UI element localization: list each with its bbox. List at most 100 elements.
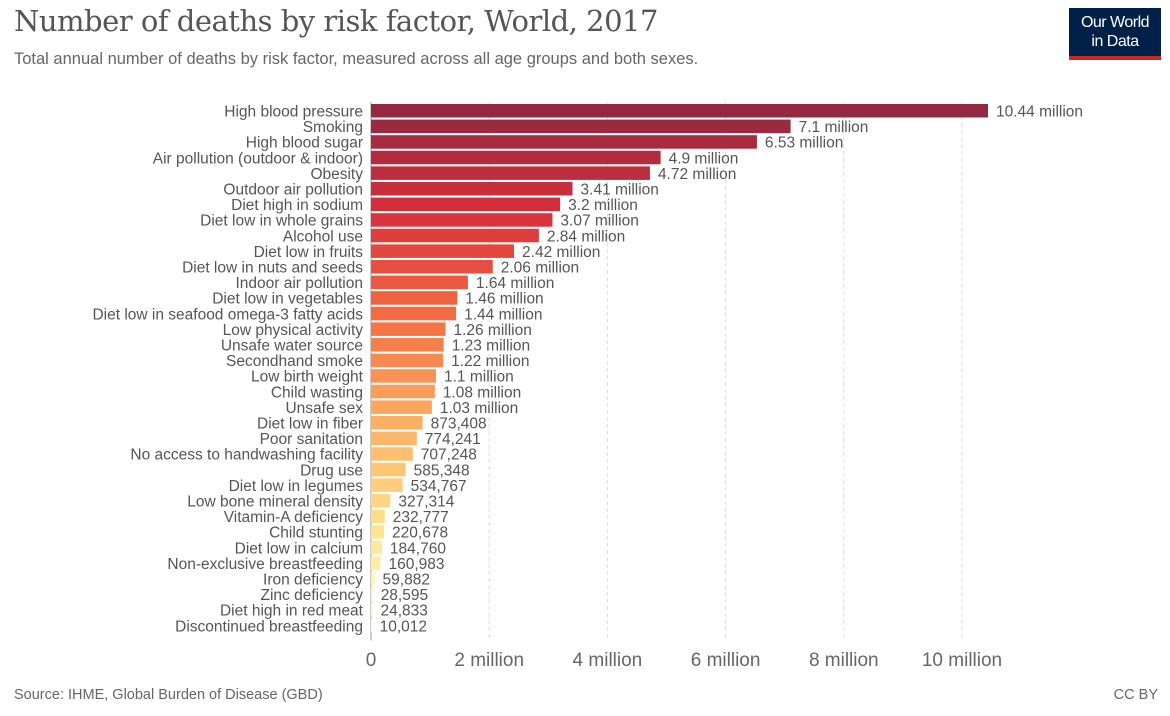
bar: [371, 556, 381, 570]
bar: [371, 150, 661, 165]
category-label: Low birth weight: [251, 369, 364, 386]
bar-row: Diet low in fruits 2.42 million: [254, 244, 601, 261]
source-note[interactable]: Source: IHME, Global Burden of Disease (…: [14, 687, 323, 703]
value-label: 24,833: [380, 603, 427, 620]
bar-row: Alcohol use 2.84 million: [283, 228, 625, 245]
category-label: Low physical activity: [223, 322, 364, 339]
bar: [371, 509, 385, 524]
bar-row: Diet low in whole grains 3.07 million: [200, 213, 639, 230]
license-link[interactable]: CC BY: [1113, 687, 1158, 703]
bar-row: Obesity 4.72 million: [310, 166, 736, 183]
bar: [371, 587, 373, 602]
bar: [371, 213, 553, 227]
value-label: 160,983: [389, 556, 445, 573]
logo-line-2: in Data: [1091, 33, 1139, 50]
bar-row: Diet low in legumes 534,767: [229, 478, 467, 495]
bar: [371, 447, 413, 461]
bar-row: High blood sugar 6.53 million: [246, 135, 844, 152]
bar-row: Non-exclusive breastfeeding 160,983: [167, 556, 444, 573]
logo-line-1: Our World: [1080, 14, 1150, 31]
category-label: Diet low in whole grains: [200, 213, 363, 230]
x-tick-label: 8 million: [809, 650, 879, 671]
chart-subtitle: Total annual number of deaths by risk fa…: [14, 50, 699, 68]
bar-row: High blood pressure 10.44 million: [224, 104, 1083, 121]
value-label: 2.42 million: [522, 244, 600, 261]
bar-row: Child wasting 1.08 million: [271, 384, 521, 401]
bar-row: Unsafe sex 1.03 million: [285, 400, 518, 417]
category-label: High blood sugar: [246, 135, 363, 152]
bar-row: Diet high in red meat 24,833: [220, 603, 428, 620]
value-label: 707,248: [421, 447, 477, 464]
bar: [371, 228, 539, 243]
bar: [371, 431, 417, 446]
value-label: 585,348: [414, 462, 470, 479]
bar-row: Child stunting 220,678: [269, 525, 448, 542]
category-label: Child wasting: [271, 384, 363, 401]
bar-row: Indoor air pollution 1.64 million: [235, 275, 554, 292]
value-label: 2.84 million: [547, 228, 625, 245]
value-label: 2.06 million: [501, 260, 579, 277]
value-label: 59,882: [383, 572, 430, 589]
bar-row: Iron deficiency 59,882: [263, 572, 430, 589]
bar: [371, 182, 573, 196]
category-label: Smoking: [303, 119, 363, 136]
category-label: Diet low in fiber: [257, 416, 363, 433]
bar-row: Low birth weight 1.1 million: [251, 369, 514, 386]
chart-title: Number of deaths by risk factor, World, …: [14, 4, 658, 38]
bar: [371, 540, 382, 555]
category-label: Alcohol use: [283, 228, 363, 245]
bar: [371, 291, 458, 305]
bar: [371, 322, 446, 336]
bar: [371, 306, 457, 321]
category-label: No access to handwashing facility: [130, 447, 363, 464]
bar: [371, 618, 372, 633]
value-label: 1.22 million: [451, 353, 529, 370]
bar-row: Diet low in nuts and seeds 2.06 million: [182, 260, 579, 277]
x-tick-label: 4 million: [573, 650, 643, 671]
category-label: Indoor air pollution: [235, 275, 363, 292]
bar: [371, 572, 375, 586]
value-label: 3.41 million: [581, 182, 659, 199]
bar-row: Low physical activity 1.26 million: [223, 322, 532, 339]
category-label: Secondhand smoke: [226, 353, 363, 370]
value-label: 4.72 million: [658, 166, 736, 183]
x-tick-label: 0: [366, 650, 377, 671]
category-label: Unsafe water source: [221, 338, 363, 355]
category-label: Diet low in vegetables: [212, 291, 363, 308]
category-label: Diet high in sodium: [231, 197, 363, 214]
category-label: Non-exclusive breastfeeding: [167, 556, 363, 573]
value-label: 28,595: [381, 587, 428, 604]
value-label: 1.44 million: [464, 306, 542, 323]
value-label: 1.26 million: [453, 322, 531, 339]
category-label: Diet low in calcium: [235, 540, 363, 557]
category-label: Child stunting: [269, 525, 363, 542]
bar: [371, 166, 650, 180]
value-label: 3.07 million: [560, 213, 638, 230]
x-tick-label: 6 million: [691, 650, 761, 671]
bar-row: Discontinued breastfeeding 10,012: [175, 618, 427, 635]
bar-row: Diet low in calcium 184,760: [235, 540, 447, 557]
category-label: Iron deficiency: [263, 572, 363, 589]
category-label: Air pollution (outdoor & indoor): [153, 150, 363, 167]
bar: [371, 462, 406, 477]
category-label: Diet low in fruits: [254, 244, 364, 261]
category-label: Diet low in seafood omega-3 fatty acids: [92, 306, 363, 323]
category-label: Zinc deficiency: [260, 587, 363, 604]
category-label: Obesity: [310, 166, 363, 183]
bar-row: Smoking 7.1 million: [303, 119, 869, 136]
bar-row: Diet low in seafood omega-3 fatty acids 1…: [92, 306, 542, 323]
bar-row: Diet low in vegetables 1.46 million: [212, 291, 543, 308]
value-label: 4.9 million: [669, 150, 739, 167]
value-label: 1.46 million: [465, 291, 543, 308]
value-label: 1.23 million: [452, 338, 530, 355]
value-label: 873,408: [431, 416, 487, 433]
value-label: 232,777: [393, 509, 449, 526]
value-label: 534,767: [411, 478, 467, 495]
bar: [371, 369, 437, 383]
bar-row: Secondhand smoke 1.22 million: [226, 353, 530, 370]
bar-row: Drug use 585,348: [300, 462, 470, 479]
owid-logo[interactable]: Our World in Data: [1069, 8, 1161, 60]
bar: [371, 119, 791, 134]
x-tick-label: 10 million: [922, 650, 1002, 671]
